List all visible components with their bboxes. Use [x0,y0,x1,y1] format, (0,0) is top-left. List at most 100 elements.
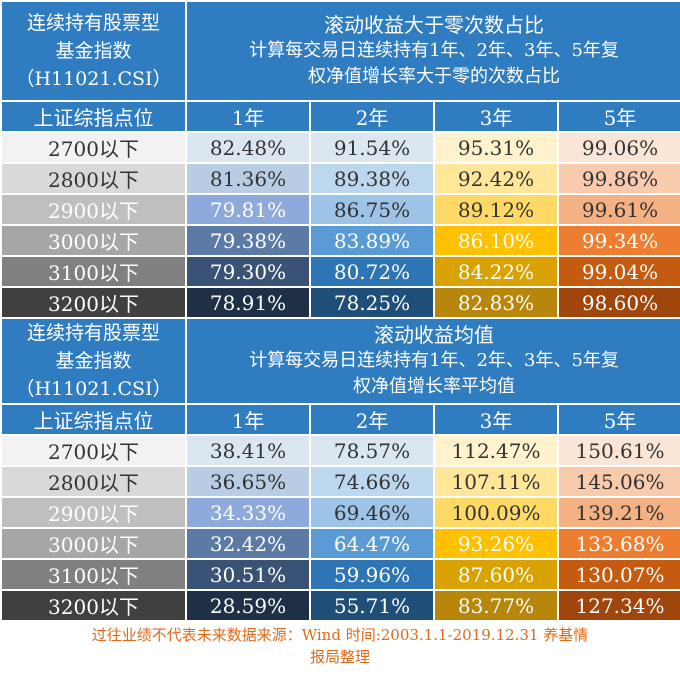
value-cell: 99.06% [559,133,680,162]
row-label: 3200以下 [2,591,185,620]
right-header: 滚动收益均值 计算每交易日连续持有1年、2年、3年、5年复 权净值增长率平均值 [187,319,680,403]
left-header-line: 连续持有股票型 [26,12,160,34]
left-header: 连续持有股票型 基金指数 （H11021.CSI） [2,2,185,100]
value-cell: 133.68% [559,529,680,558]
value-cell: 130.07% [559,560,680,589]
right-header: 滚动收益大于零次数占比 计算每交易日连续持有1年、2年、3年、5年复 权净值增长… [187,2,680,100]
left-header-line: 基金指数 [55,40,132,62]
row-label: 3000以下 [2,529,185,558]
value-cell: 99.61% [559,195,680,224]
value-cell: 28.59% [187,591,309,620]
footer-line: 报局整理 [309,648,370,666]
table-subtitle: 权净值增长率平均值 [353,376,515,397]
left-header-line: （H11021.CSI） [15,378,172,400]
column-header: 3年 [435,102,557,131]
table-row: 2700以下 82.48% 91.54% 95.31% 99.06% [2,133,680,162]
column-header: 1年 [187,102,309,131]
value-cell: 99.04% [559,257,680,286]
left-header-line: 基金指数 [55,350,132,372]
left-header-line: 连续持有股票型 [26,322,160,344]
value-cell: 83.77% [435,591,557,620]
value-cell: 30.51% [187,560,309,589]
table-body: 2700以下 82.48% 91.54% 95.31% 99.06% 2800以下 81.3… [2,133,680,317]
value-cell: 55.71% [311,591,433,620]
row-label: 2700以下 [2,436,185,465]
table-row: 3000以下 79.38% 83.89% 86.10% 99.34% [2,226,680,255]
value-cell: 89.12% [435,195,557,224]
value-cell: 64.47% [311,529,433,558]
value-cell: 139.21% [559,498,680,527]
row-label: 3200以下 [2,288,185,317]
value-cell: 84.22% [435,257,557,286]
table-subtitle: 权净值增长率大于零的次数占比 [308,66,560,87]
table-positive-ratio: 连续持有股票型 基金指数 （H11021.CSI） 滚动收益大于零次数占比 计算… [0,0,680,319]
value-cell: 32.42% [187,529,309,558]
value-cell: 86.10% [435,226,557,255]
table-subtitle: 计算每交易日连续持有1年、2年、3年、5年复 [249,350,619,371]
column-header: 2年 [311,405,433,434]
table-body: 2700以下 38.41% 78.57% 112.47% 150.61% 2800以下 36… [2,436,680,620]
row-label: 2900以下 [2,195,185,224]
row-label: 2900以下 [2,498,185,527]
value-cell: 38.41% [187,436,309,465]
table-row: 3100以下 79.30% 80.72% 84.22% 99.04% [2,257,680,286]
value-cell: 74.66% [311,467,433,496]
column-header: 5年 [559,102,680,131]
value-cell: 99.86% [559,164,680,193]
value-cell: 91.54% [311,133,433,162]
column-header: 上证综指点位 [2,102,185,131]
value-cell: 79.38% [187,226,309,255]
value-cell: 127.34% [559,591,680,620]
table-row: 2900以下 34.33% 69.46% 100.09% 139.21% [2,498,680,527]
value-cell: 83.89% [311,226,433,255]
table-row: 2900以下 79.81% 86.75% 89.12% 99.61% [2,195,680,224]
table-row: 3000以下 32.42% 64.47% 93.26% 133.68% [2,529,680,558]
value-cell: 82.83% [435,288,557,317]
value-cell: 80.72% [311,257,433,286]
table-row: 2800以下 81.36% 89.38% 92.42% 99.86% [2,164,680,193]
value-cell: 59.96% [311,560,433,589]
value-cell: 87.60% [435,560,557,589]
table-row: 3100以下 30.51% 59.96% 87.60% 130.07% [2,560,680,589]
table-row: 3200以下 28.59% 55.71% 83.77% 127.34% [2,591,680,620]
value-cell: 36.65% [187,467,309,496]
column-header: 1年 [187,405,309,434]
value-cell: 99.34% [559,226,680,255]
table-title: 滚动收益均值 [374,323,494,347]
value-cell: 78.25% [311,288,433,317]
column-header: 3年 [435,405,557,434]
value-cell: 93.26% [435,529,557,558]
row-label: 2800以下 [2,467,185,496]
value-cell: 100.09% [435,498,557,527]
value-cell: 107.11% [435,467,557,496]
value-cell: 112.47% [435,436,557,465]
table-subtitle: 计算每交易日连续持有1年、2年、3年、5年复 [249,40,619,61]
value-cell: 69.46% [311,498,433,527]
footer-note: 过往业绩不代表未来数据来源：Wind 时间:2003.1.1-2019.12.3… [0,622,680,668]
value-cell: 79.81% [187,195,309,224]
value-cell: 86.75% [311,195,433,224]
value-cell: 150.61% [559,436,680,465]
table-row: 2800以下 36.65% 74.66% 107.11% 145.06% [2,467,680,496]
value-cell: 82.48% [187,133,309,162]
value-cell: 79.30% [187,257,309,286]
row-label: 2800以下 [2,164,185,193]
row-label: 3000以下 [2,226,185,255]
table-row: 2700以下 38.41% 78.57% 112.47% 150.61% [2,436,680,465]
column-header: 5年 [559,405,680,434]
value-cell: 81.36% [187,164,309,193]
left-header-line: （H11021.CSI） [15,68,172,90]
row-label: 2700以下 [2,133,185,162]
table-mean-return: 连续持有股票型 基金指数 （H11021.CSI） 滚动收益均值 计算每交易日连… [0,317,680,622]
value-cell: 89.38% [311,164,433,193]
value-cell: 145.06% [559,467,680,496]
left-header: 连续持有股票型 基金指数 （H11021.CSI） [2,319,185,403]
value-cell: 78.91% [187,288,309,317]
value-cell: 95.31% [435,133,557,162]
column-header: 2年 [311,102,433,131]
value-cell: 98.60% [559,288,680,317]
row-label: 3100以下 [2,257,185,286]
value-cell: 92.42% [435,164,557,193]
value-cell: 78.57% [311,436,433,465]
